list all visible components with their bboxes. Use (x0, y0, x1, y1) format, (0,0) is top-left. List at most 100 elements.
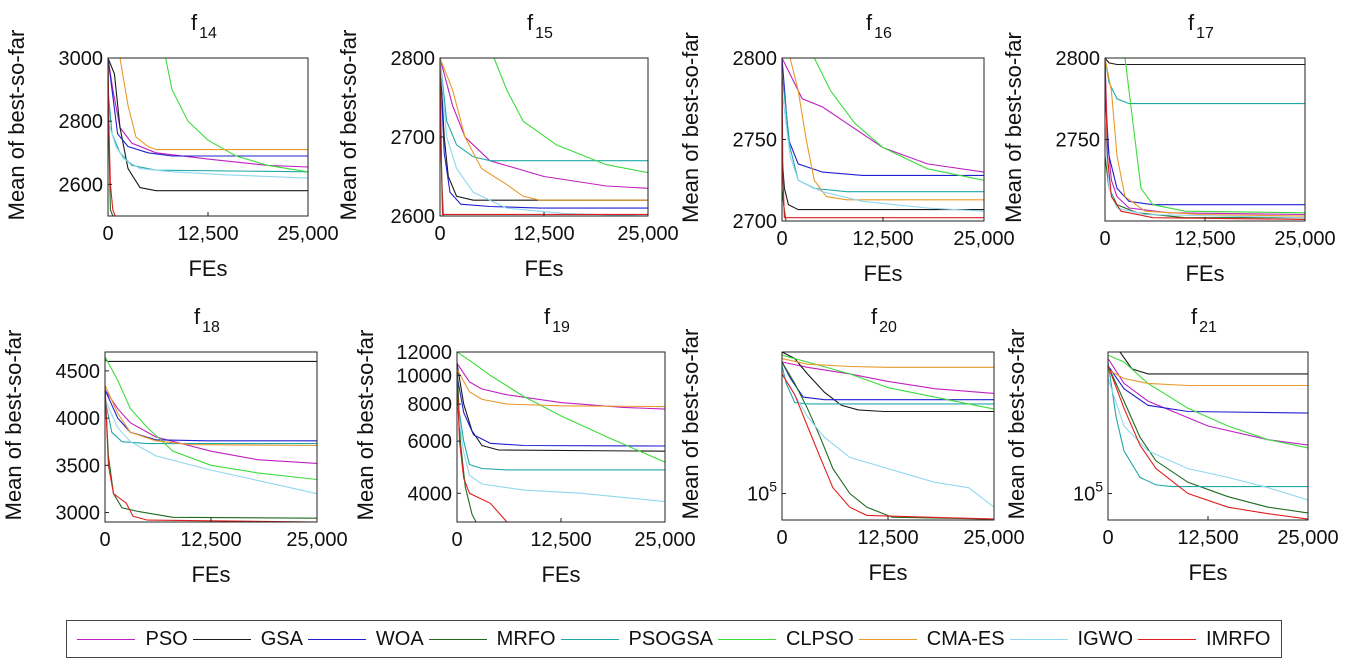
axes-frame (439, 57, 649, 217)
axes-frame (104, 351, 318, 523)
subplot-title: f 21 (1191, 304, 1217, 336)
x-axis-label: FEs (1188, 560, 1227, 585)
legend-item-psogsa: PSOGSA (560, 627, 714, 651)
legend-label: WOA (375, 627, 424, 650)
series-line-psogsa (1108, 361, 1308, 488)
series-line-gsa (457, 363, 665, 452)
series-line-imrfo (782, 373, 994, 520)
series-line-imrfo (105, 385, 317, 522)
y-axis-label: Mean of best-so-far (678, 32, 703, 223)
figure-canvas: 0 12,500 25,000 2600 2800 3000 f 14 FEs Mean of b… (1, 10, 1339, 587)
legend-item-pso: PSO (77, 628, 188, 651)
legend-label: GSA (260, 627, 303, 650)
series-line-mrfo (440, 58, 648, 216)
legend-item-imrfo: IMRFO (1138, 628, 1270, 651)
x-axis-label: FEs (188, 256, 227, 281)
legend-label: IMRFO (1206, 627, 1271, 650)
x-tick-label: 25,000 (1277, 527, 1338, 549)
series-line-pso (782, 361, 994, 394)
y-axis-label: Mean of best-so-far (1001, 32, 1026, 223)
x-tick-label: 12,500 (857, 527, 918, 549)
y-tick-label: 2700 (391, 127, 436, 149)
series-line-psogsa (105, 399, 317, 445)
x-tick-label: 0 (1099, 228, 1110, 250)
legend-item-clpso: CLPSO (717, 628, 854, 651)
x-axis-label: FEs (541, 562, 580, 587)
series-line-gsa (440, 58, 648, 201)
y-tick-label: 12000 (396, 342, 452, 364)
y-tick-label: 3000 (56, 503, 101, 525)
series-line-pso (457, 362, 665, 410)
series-group (105, 356, 317, 522)
series-line-cma-es (457, 368, 665, 408)
y-axis-label: Mean of best-so-far (4, 30, 29, 221)
series-line-igwo (1105, 123, 1305, 219)
x-tick-label: 0 (1102, 527, 1113, 549)
series-group (782, 352, 994, 520)
x-tick-label: 25,000 (617, 223, 678, 245)
series-line-woa (108, 58, 308, 157)
x-axis-label: FEs (524, 256, 563, 281)
legend-swatch (77, 638, 136, 640)
series-line-clpso (457, 352, 665, 463)
x-tick-label: 12,500 (1177, 527, 1238, 549)
y-axis-label: Mean of best-so-far (336, 30, 361, 221)
series-line-woa (1108, 365, 1308, 414)
series-line-igwo (782, 373, 994, 508)
legend-swatch (1009, 638, 1068, 640)
series-group (1105, 58, 1305, 220)
subplot-title: f 15 (527, 10, 553, 42)
y-tick-label: 10000 (396, 365, 452, 387)
y-tick-label: 2800 (1056, 48, 1101, 70)
y-tick-label: 4000 (56, 408, 101, 430)
axes-frame (456, 351, 666, 523)
y-tick-label: 105 (747, 479, 777, 506)
series-group (108, 58, 308, 216)
y-tick-label: 3500 (56, 455, 101, 477)
x-tick-label: 0 (776, 527, 787, 549)
series-line-psogsa (440, 58, 648, 162)
x-tick-label: 12,500 (1174, 228, 1235, 250)
x-tick-label: 0 (102, 223, 113, 245)
legend-item-cma-es: CMA-ES (858, 627, 1005, 651)
axes-frame (1107, 351, 1309, 521)
series-line-gsa (782, 352, 994, 413)
subplot-f14: 0 12,500 25,000 2600 2800 3000 f 14 FEs Mean of b… (4, 10, 339, 281)
series-line-igwo (108, 121, 308, 179)
series-line-igwo (440, 58, 648, 216)
legend-item-gsa: GSA (192, 627, 303, 651)
series-line-mrfo (108, 58, 308, 216)
x-tick-label: 25,000 (963, 527, 1024, 549)
y-tick-label: 2800 (733, 48, 778, 70)
series-line-cma-es (782, 58, 984, 201)
series-line-pso (782, 58, 984, 173)
legend-label: PSOGSA (628, 627, 714, 650)
legend-label: MRFO (496, 627, 556, 650)
series-line-woa (782, 361, 994, 401)
series-line-mrfo (782, 361, 994, 520)
series-line-cma-es (440, 58, 648, 201)
y-axis-label: Mean of best-so-far (353, 330, 378, 521)
subplot-title: f 20 (871, 304, 897, 336)
series-line-mrfo (457, 363, 665, 522)
y-tick-label: 2600 (59, 174, 104, 196)
y-axis-label: Mean of best-so-far (678, 329, 703, 520)
series-line-cma-es (782, 357, 994, 368)
series-line-igwo (457, 404, 665, 503)
y-tick-label: 2700 (733, 211, 778, 233)
subplot-title: f 16 (866, 10, 892, 42)
subplot-f21: 0 12,500 25,000 105 f 21 FEs Mean of best-so-fa… (1004, 304, 1339, 585)
x-tick-label: 0 (776, 228, 787, 250)
x-tick-label: 0 (434, 223, 445, 245)
subplot-f18: 0 12,500 25,000 3000 3500 4000 4500 f 18 FEs Mean … (1, 304, 348, 587)
legend-swatch (307, 638, 366, 640)
series-line-igwo (105, 398, 317, 495)
x-tick-label: 12,500 (180, 529, 241, 551)
legend-swatch (560, 638, 619, 640)
legend-label: CMA-ES (926, 627, 1005, 650)
y-axis-label: Mean of best-so-far (1004, 329, 1029, 520)
series-group (440, 58, 648, 216)
y-tick-label: 4500 (56, 361, 101, 383)
series-line-woa (457, 375, 665, 447)
